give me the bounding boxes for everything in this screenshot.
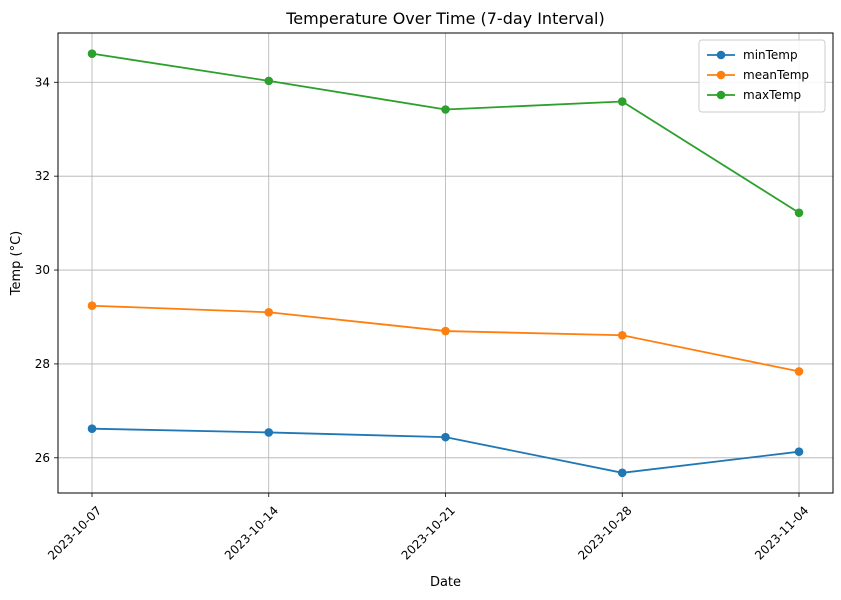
y-tick-label: 34 [35,75,50,89]
y-tick-label: 26 [35,451,50,465]
data-point-maxTemp [617,97,627,106]
data-point-minTemp [264,428,274,437]
y-axis-label: Temp (°C) [9,231,24,297]
y-tick-label: 30 [35,263,50,277]
data-point-meanTemp [87,301,97,311]
legend-marker-meanTemp [716,70,726,80]
chart-title: Temperature Over Time (7-day Interval) [285,9,604,28]
data-point-maxTemp [264,76,274,86]
legend-label-maxTemp: maxTemp [743,88,801,102]
data-point-meanTemp [441,326,450,336]
data-point-maxTemp [794,208,804,218]
y-tick-label: 28 [35,357,50,371]
data-point-minTemp [87,424,97,433]
x-axis-label: Date [430,575,461,590]
data-point-minTemp [617,468,627,478]
data-point-maxTemp [87,49,97,58]
y-tick-label: 32 [35,169,50,183]
legend-marker-maxTemp [716,90,726,100]
legend: minTemp meanTemp maxTemp [698,39,826,113]
data-point-minTemp [441,432,450,442]
data-point-minTemp [794,447,804,456]
legend-marker-minTemp [716,50,726,60]
data-point-meanTemp [617,330,627,340]
legend-box [698,39,826,113]
series-lines [87,49,804,478]
data-point-meanTemp [264,307,274,317]
legend-label-meanTemp: meanTemp [743,68,809,82]
legend-label-minTemp: minTemp [743,48,798,62]
data-point-maxTemp [441,105,450,114]
data-point-meanTemp [794,367,804,376]
